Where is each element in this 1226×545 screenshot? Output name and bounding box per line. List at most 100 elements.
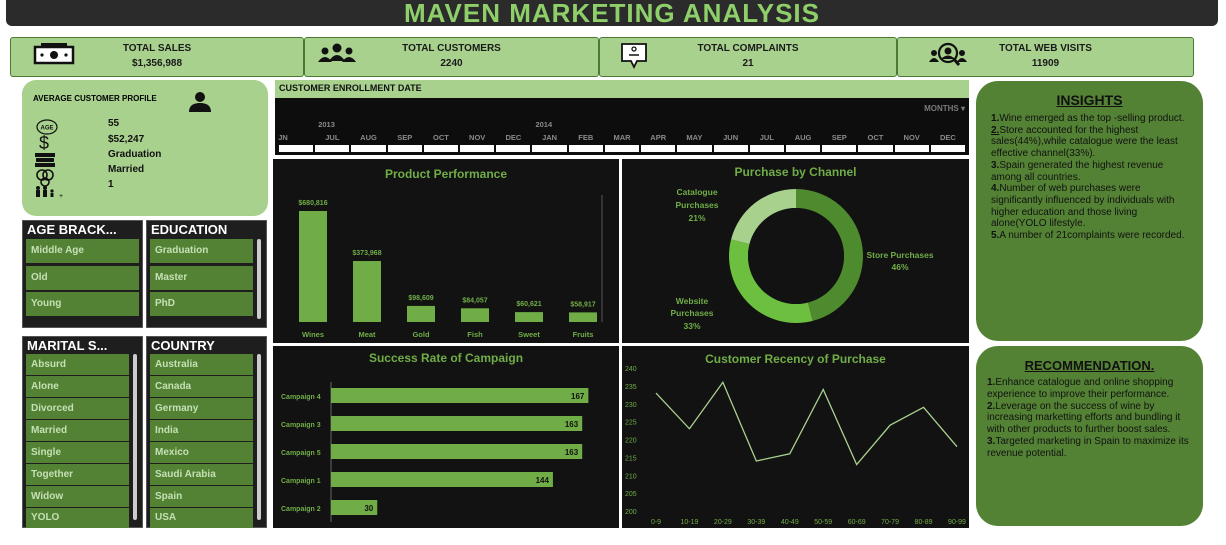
timeline-month-label: MAR — [613, 133, 631, 142]
timeline-month-cell[interactable] — [496, 145, 531, 152]
slicer-item[interactable]: PhD — [150, 292, 253, 316]
bar — [407, 305, 435, 322]
timeline-month-cell[interactable] — [858, 145, 893, 152]
timeline-month-cell[interactable] — [930, 145, 965, 152]
recommendation-panel: RECOMMENDATION. 1.Enhance catalogue and … — [976, 346, 1203, 526]
tick-label: Meat — [358, 330, 376, 339]
slice-label: Purchases — [676, 200, 719, 210]
timeline-month-label: AUG — [794, 133, 812, 142]
recency-chart: 200 205 210 215 220 225 230 235 240 0-9 10-19 20-29… — [625, 366, 966, 526]
slice-value: 46% — [891, 262, 908, 272]
bar — [461, 308, 489, 322]
slicer-item[interactable]: Together — [26, 464, 129, 485]
slicer-item[interactable]: Single — [26, 442, 129, 463]
slicer-item[interactable]: Alone — [26, 376, 129, 397]
insights-title: INSIGHTS — [1056, 92, 1123, 108]
timeline-months: JN JUL AUG SEP OCT NOV DEC JAN FEB MAR APR MAY JUN JU… — [275, 133, 969, 143]
complaint-icon — [621, 43, 647, 70]
slicer-item[interactable]: Spain — [150, 486, 253, 507]
timeline-month-label: JN — [278, 133, 288, 142]
chart-title: Purchase by Channel — [734, 165, 857, 179]
timeline-month-cell[interactable] — [423, 145, 459, 152]
timeline-unit-dropdown[interactable]: MONTHS ▾ — [924, 104, 965, 113]
insight-item: 2.Store accounted for the highest sales(… — [991, 124, 1178, 160]
slicer-item[interactable]: Germany — [150, 398, 253, 419]
tick-label: 215 — [625, 455, 637, 462]
tick-label: 60-69 — [848, 519, 866, 526]
timeline-month-cell[interactable] — [315, 145, 350, 152]
tick-label: Fish — [467, 330, 483, 339]
timeline-month-cell[interactable] — [785, 145, 821, 152]
timeline-month-cell[interactable] — [822, 145, 857, 152]
bar — [331, 388, 589, 403]
timeline-month-cell[interactable] — [279, 145, 314, 152]
slicer-item[interactable]: Canada — [150, 376, 253, 397]
product-performance-chart: $680,816 Wines $373,968 Meat $98,609 Gold $84,… — [298, 195, 603, 339]
kpi-value: $1,356,988 — [131, 58, 183, 69]
rings-icon — [36, 169, 54, 187]
insight-item: 3.Spain generated the highest revenue am… — [991, 159, 1164, 183]
slicer-item[interactable]: Australia — [150, 354, 253, 375]
slicer-item[interactable]: Widow — [26, 486, 129, 507]
timeline-month-cell[interactable] — [387, 145, 422, 152]
timeline-month-cell[interactable] — [460, 145, 495, 152]
scrollbar[interactable] — [133, 354, 137, 520]
tick-label: Fruits — [573, 330, 594, 339]
timeline-month-label: DEC — [505, 133, 522, 142]
kpi-value: 2240 — [440, 58, 463, 69]
slicer-item[interactable]: Old — [26, 266, 139, 290]
timeline-month-label: NOV — [469, 133, 486, 142]
timeline-month-cell[interactable] — [713, 145, 748, 152]
profile-marital: Married — [108, 164, 145, 175]
slicer-marital-status: MARITAL S... Absurd Alone Divorced Marri… — [22, 336, 143, 528]
tick-label: 210 — [625, 473, 637, 480]
slicer-item[interactable]: Middle Age — [26, 239, 139, 263]
campaign-success-panel: Success Rate of Campaign 167 Campaign 4 16… — [273, 346, 619, 528]
bar — [515, 312, 543, 322]
scrollbar[interactable] — [257, 354, 261, 520]
slicer-item[interactable]: Divorced — [26, 398, 129, 419]
recommendation-item: 3.Targeted marketing in Spain to maximiz… — [987, 435, 1189, 459]
insights-list: 1.Wine emerged as the top -selling produ… — [991, 113, 1191, 242]
timeline-month-cell[interactable] — [532, 145, 567, 152]
timeline-month-cell[interactable] — [641, 145, 676, 152]
slicer-item[interactable]: Young — [26, 292, 139, 316]
slicer-item[interactable]: Graduation — [150, 239, 253, 263]
kpi-total-customers: TOTAL CUSTOMERS 2240 — [304, 37, 599, 77]
slicer-item[interactable]: Master — [150, 266, 253, 290]
timeline-month-cell[interactable] — [677, 145, 712, 152]
kpi-total-web-visits: TOTAL WEB VISITS 11909 — [897, 37, 1194, 77]
timeline-month-cell[interactable] — [749, 145, 784, 152]
slice-value: 21% — [688, 213, 705, 223]
timeline-month-label: OCT — [433, 133, 449, 142]
timeline-month-cell[interactable] — [568, 145, 603, 152]
kpi-value: 21 — [742, 58, 754, 69]
slicer-item[interactable]: Saudi Arabia — [150, 464, 253, 485]
timeline-month-cell[interactable] — [604, 145, 640, 152]
data-label: 30 — [364, 504, 373, 513]
profile-income: $52,247 — [108, 134, 145, 145]
profile-education: Graduation — [108, 149, 162, 160]
slicer-item[interactable]: India — [150, 420, 253, 441]
data-label: $84,057 — [462, 297, 487, 304]
tick-label: 50-59 — [814, 519, 832, 526]
slicer-header: MARITAL S... — [27, 338, 108, 353]
tick-label: 10-19 — [680, 519, 698, 526]
timeline-month-label: JUL — [325, 133, 340, 142]
slicer-item[interactable]: USA — [150, 508, 253, 528]
tick-label: Campaign 3 — [281, 422, 321, 429]
slicer-item[interactable]: Mexico — [150, 442, 253, 463]
timeline-track[interactable] — [278, 145, 966, 152]
chevron-down-icon: ▾ — [960, 104, 965, 113]
scrollbar[interactable] — [257, 239, 261, 319]
slicer-item[interactable]: YOLO — [26, 508, 129, 528]
slicer-item[interactable]: Absurd — [26, 354, 129, 375]
bar — [331, 472, 553, 487]
timeline-month-cell[interactable] — [351, 145, 386, 152]
web-users-icon — [929, 42, 967, 66]
slicer-item[interactable]: Married — [26, 420, 129, 441]
timeline-month-cell[interactable] — [894, 145, 929, 152]
pie-slice — [796, 189, 863, 321]
tick-label: 20-29 — [714, 519, 732, 526]
slice-label: Purchases — [671, 308, 714, 318]
